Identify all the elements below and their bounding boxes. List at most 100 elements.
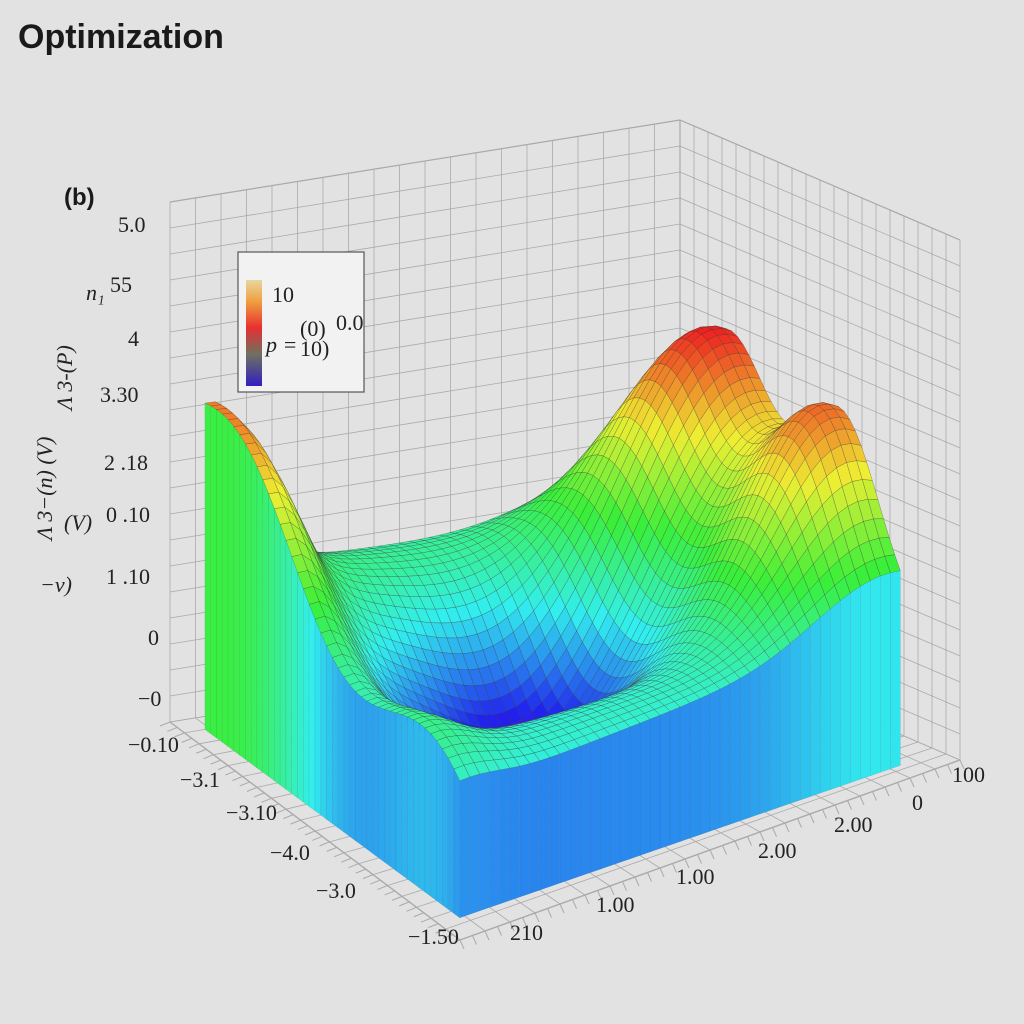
surface-side — [268, 493, 275, 782]
grid-line — [679, 145, 961, 267]
surface-side — [820, 608, 831, 794]
surface-side — [730, 678, 741, 825]
surface-side — [579, 742, 591, 877]
surface-side — [453, 768, 460, 919]
grid-line — [679, 275, 961, 397]
grid-line — [445, 753, 947, 930]
grid-line — [909, 777, 915, 788]
grid-line — [679, 223, 961, 345]
surface-side — [436, 740, 443, 906]
legend-label: 10) — [300, 336, 329, 361]
grid-line — [435, 928, 446, 934]
legend-label: 0.0 — [336, 310, 364, 335]
grid-line — [196, 748, 207, 754]
x-tick-label: −3.10 — [226, 800, 277, 825]
grid-line — [459, 939, 465, 950]
surface-side — [860, 580, 871, 780]
z-axis-label: (V) — [64, 510, 92, 535]
grid-line — [290, 819, 301, 825]
grid-line — [847, 800, 852, 810]
title: Optimization — [18, 18, 224, 56]
grid-line — [341, 857, 352, 863]
surface-side — [349, 684, 356, 841]
grid-line — [399, 901, 410, 907]
grid-line — [348, 863, 359, 869]
surface-side — [709, 688, 721, 832]
z-tick-label: 2 .18 — [104, 450, 148, 475]
surface-side — [639, 719, 651, 856]
surface-side — [529, 760, 540, 894]
grid-line — [709, 849, 715, 860]
surface-side — [689, 698, 701, 839]
surface-side — [770, 651, 781, 811]
grid-line — [246, 786, 258, 792]
surface-side — [401, 714, 408, 880]
y-tick-label: 1.00 — [596, 892, 635, 917]
surface-side — [245, 444, 252, 764]
grid-line — [225, 770, 236, 776]
grid-line — [181, 737, 192, 743]
grid-line — [922, 773, 927, 783]
surface-side — [479, 771, 490, 912]
grid-line — [797, 818, 802, 828]
surface-side — [539, 757, 550, 891]
surface-side — [413, 719, 420, 889]
grid-line — [809, 813, 815, 824]
surface-side — [740, 672, 751, 821]
grid-line — [210, 759, 221, 765]
grid-line — [759, 831, 765, 842]
grid-line — [872, 791, 877, 801]
legend — [237, 251, 365, 393]
surface-side — [619, 726, 631, 863]
grid-line — [362, 874, 374, 880]
surface-side — [649, 715, 661, 853]
surface-side — [280, 524, 287, 790]
grid-line — [547, 908, 552, 918]
surface-side — [469, 773, 480, 915]
grid-line — [413, 912, 424, 918]
surface-side — [850, 586, 861, 783]
grid-line — [622, 881, 627, 891]
surface-side — [256, 466, 263, 773]
grid-line — [217, 765, 229, 771]
surface-side — [800, 626, 811, 801]
surface-side — [442, 748, 449, 910]
grid-line — [261, 797, 272, 803]
surface-side — [384, 709, 391, 867]
y-tick-label: 0 — [912, 790, 923, 815]
surface-side — [227, 419, 234, 752]
surface-side — [332, 657, 339, 829]
surface-side — [459, 776, 470, 918]
grid-line — [384, 890, 395, 896]
grid-line — [312, 835, 323, 841]
grid-line — [406, 906, 417, 912]
grid-line — [934, 768, 940, 779]
grid-line — [169, 145, 681, 229]
colorbar — [246, 280, 262, 386]
surface-side — [840, 592, 851, 787]
surface-side — [251, 454, 258, 769]
surface-side — [355, 691, 362, 846]
grid-line — [174, 732, 185, 738]
surface-side — [870, 576, 881, 776]
grid-line — [203, 754, 214, 760]
z-tick-label: 1 .10 — [106, 564, 150, 589]
grid-line — [659, 867, 665, 878]
x-tick-label: −3.0 — [316, 878, 356, 903]
surface-side — [519, 763, 530, 898]
grid-line — [169, 119, 681, 203]
surface-side — [448, 758, 455, 914]
surface-side — [679, 702, 691, 842]
grid-line — [679, 119, 961, 241]
grid-line — [609, 885, 615, 896]
surface-side — [659, 711, 671, 849]
surface-side — [239, 434, 246, 760]
surface-side — [699, 693, 711, 835]
y-tick-label: 100 — [952, 762, 985, 787]
surface-side — [233, 426, 240, 756]
surface-side — [361, 696, 368, 850]
grid-line — [509, 921, 515, 932]
panel-label: (b) — [64, 184, 95, 211]
x-tick-label: −1.50 — [408, 924, 459, 949]
